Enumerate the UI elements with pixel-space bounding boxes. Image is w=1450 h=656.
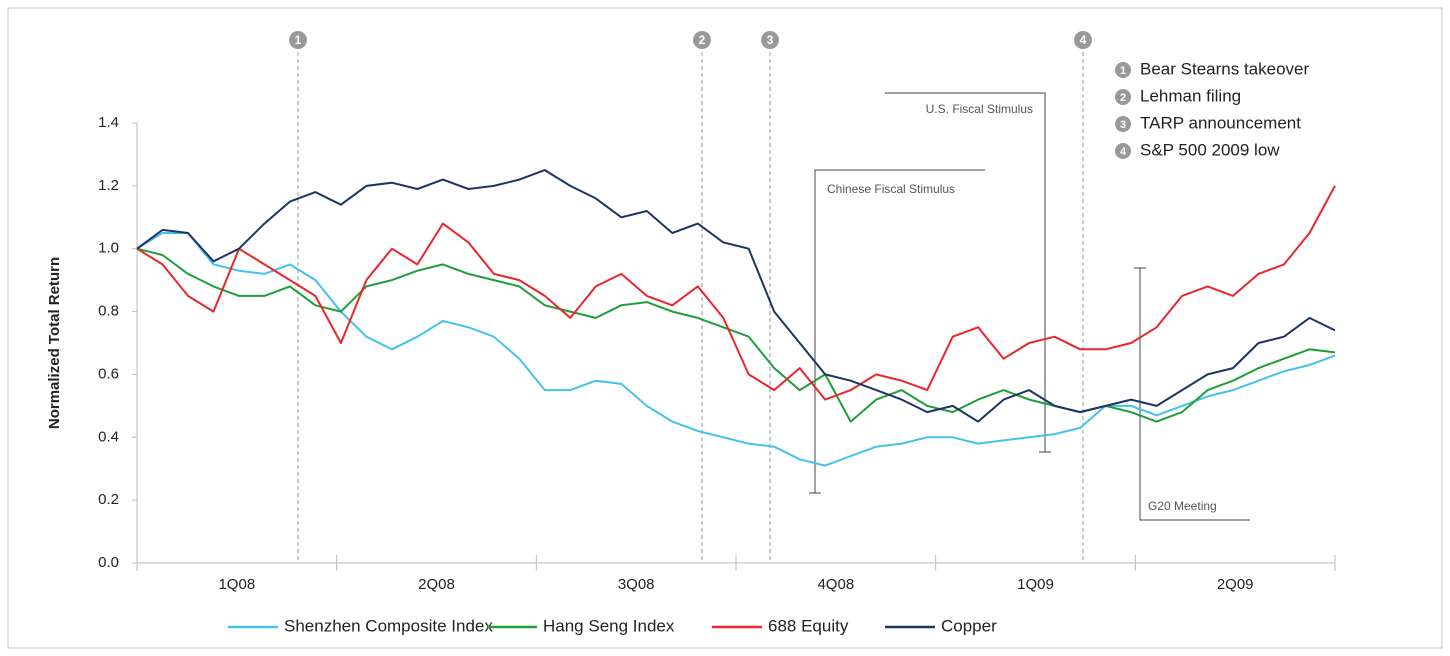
event-legend-marker [1115, 62, 1131, 78]
y-tick-label: 0.4 [98, 428, 119, 445]
x-tick-label: 2Q08 [418, 576, 455, 593]
annotation-bracket [885, 92, 1051, 453]
event-marker-label: 4 [1080, 33, 1087, 47]
event-legend-number: 4 [1120, 146, 1127, 158]
y-tick-label: 1.2 [98, 177, 119, 194]
frame [7, 7, 1443, 649]
x-tick-label: 4Q08 [817, 576, 854, 593]
x-tick-label: 3Q08 [618, 576, 655, 593]
legend-label: Hang Seng Index [543, 616, 675, 635]
event-legend-label: Bear Stearns takeover [1140, 59, 1309, 78]
event-marker [289, 31, 307, 49]
legend-label: Shenzhen Composite Index [284, 616, 493, 635]
y-axis-label: Normalized Total Return [46, 257, 63, 429]
legend-label: Copper [941, 616, 997, 635]
legend-label: 688 Equity [768, 616, 849, 635]
event-marker [761, 31, 779, 49]
series-line [136, 247, 1336, 423]
y-tick-label: 0.6 [98, 365, 119, 382]
event-legend-marker [1115, 143, 1131, 159]
y-tick-label: 0.8 [98, 303, 119, 320]
annotation: G20 Meeting [1148, 499, 1217, 513]
event-marker-label: 2 [699, 33, 706, 47]
y-tick-label: 0.0 [98, 554, 119, 571]
x-tick-label: 1Q09 [1017, 576, 1054, 593]
annotation: U.S. Fiscal Stimulus [926, 102, 1033, 116]
event-legend-marker [1115, 89, 1131, 105]
x-tick-label: 1Q08 [218, 576, 255, 593]
event-legend-label: TARP announcement [1140, 113, 1301, 132]
series-line [136, 232, 1336, 467]
y-tick-label: 0.2 [98, 491, 119, 508]
x-tick-label: 2Q09 [1217, 576, 1254, 593]
event-legend-marker [1115, 116, 1131, 132]
annotation: Chinese Fiscal Stimulus [827, 182, 955, 196]
annotation-bracket [1134, 267, 1250, 521]
event-legend-label: Lehman filing [1140, 86, 1241, 105]
event-legend-number: 2 [1120, 92, 1126, 104]
event-marker-label: 1 [295, 33, 302, 47]
series-line [136, 185, 1336, 401]
y-tick-label: 1.0 [98, 240, 119, 257]
series-line [136, 169, 1336, 423]
event-legend-number: 1 [1120, 65, 1126, 77]
y-tick-label: 1.4 [98, 114, 119, 131]
event-marker [693, 31, 711, 49]
annotation-bracket [809, 169, 985, 494]
event-marker [1074, 31, 1092, 49]
event-legend-number: 3 [1120, 119, 1126, 131]
event-legend-label: S&P 500 2009 low [1140, 140, 1280, 159]
event-marker-label: 3 [767, 33, 774, 47]
